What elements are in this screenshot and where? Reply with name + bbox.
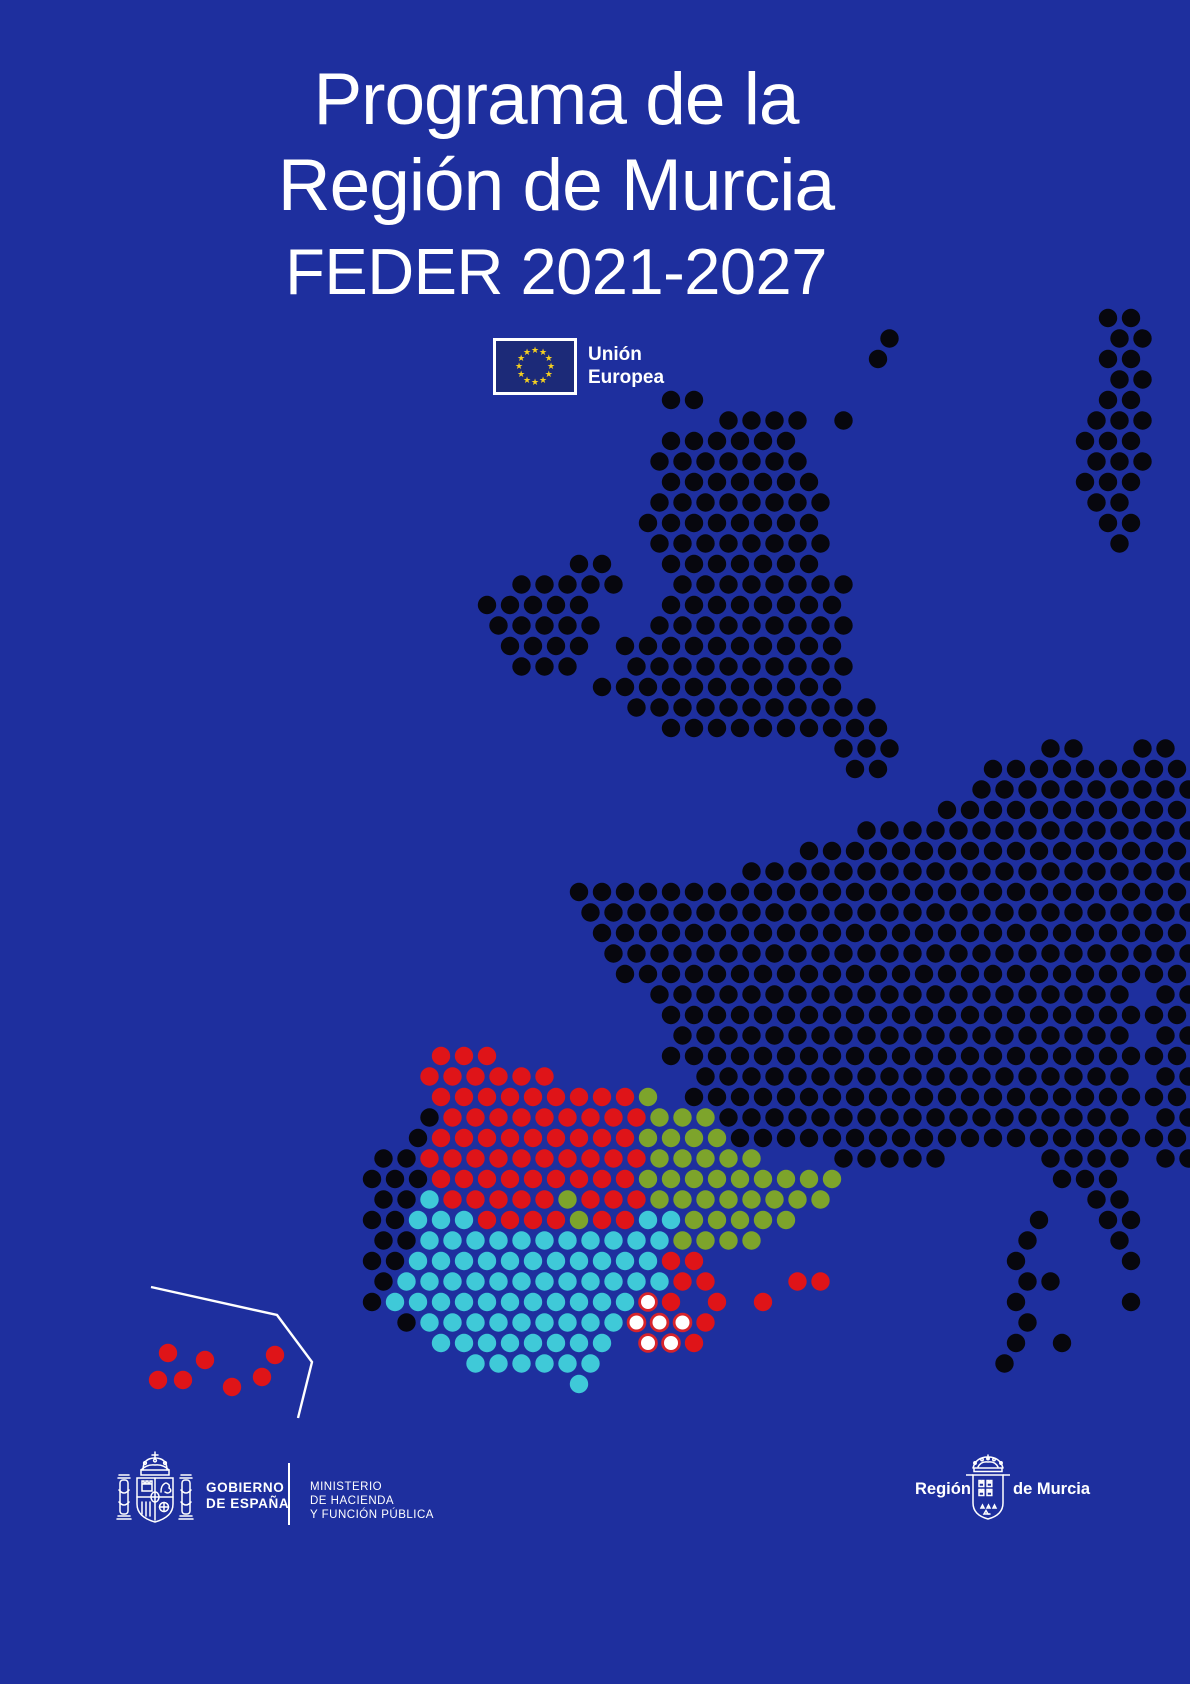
title-line-3: FEDER 2021-2027 — [285, 235, 827, 308]
eu-star-icon: ★ — [517, 369, 526, 379]
eu-star-icon: ★ — [522, 374, 532, 385]
eu-star-icon: ★ — [522, 347, 532, 358]
murcia-label-right: de Murcia — [1013, 1480, 1091, 1498]
murcia-label-left: Región — [915, 1480, 971, 1498]
eu-star-icon: ★ — [546, 361, 556, 371]
title-line-2: Región de Murcia — [277, 145, 835, 226]
eu-label-line-1: Unión — [588, 344, 642, 365]
eu-star-icon: ★ — [530, 377, 540, 387]
spain-coat-of-arms-icon — [116, 1451, 194, 1523]
ministerio-line-3: Y FUNCIÓN PÚBLICA — [310, 1509, 434, 1521]
title-line-1: Programa de la — [313, 59, 799, 140]
ministerio-label: MINISTERIO DE HACIENDA Y FUNCIÓN PÚBLICA — [310, 1480, 434, 1522]
eu-star-icon: ★ — [517, 353, 526, 363]
murcia-coat-of-arms-icon — [966, 1454, 1010, 1520]
ministerio-line-1: MINISTERIO — [310, 1481, 383, 1493]
eu-star-icon: ★ — [530, 345, 540, 355]
gobierno-de-espana-label: GOBIERNO DE ESPAÑA — [206, 1480, 289, 1511]
eu-label-line-2: Europea — [588, 367, 665, 388]
canary-islands-inset-border — [150, 1285, 314, 1419]
eu-flag-icon: ★ ★ ★ ★ ★ ★ ★ ★ ★ ★ ★ ★ — [493, 338, 577, 395]
eu-star-icon: ★ — [538, 347, 548, 358]
gobierno-line-2: DE ESPAÑA — [206, 1495, 290, 1511]
eu-star-icon: ★ — [514, 361, 524, 371]
eu-star-icon: ★ — [544, 353, 553, 363]
gobierno-line-1: GOBIERNO — [206, 1480, 285, 1495]
footer-divider — [288, 1463, 290, 1525]
page-title: Programa de la Región de Murcia FEDER 20… — [0, 57, 1112, 315]
eu-label: Unión Europea — [588, 343, 664, 389]
eu-star-icon: ★ — [544, 369, 553, 379]
ministerio-line-2: DE HACIENDA — [310, 1495, 395, 1507]
eu-star-icon: ★ — [538, 374, 548, 385]
